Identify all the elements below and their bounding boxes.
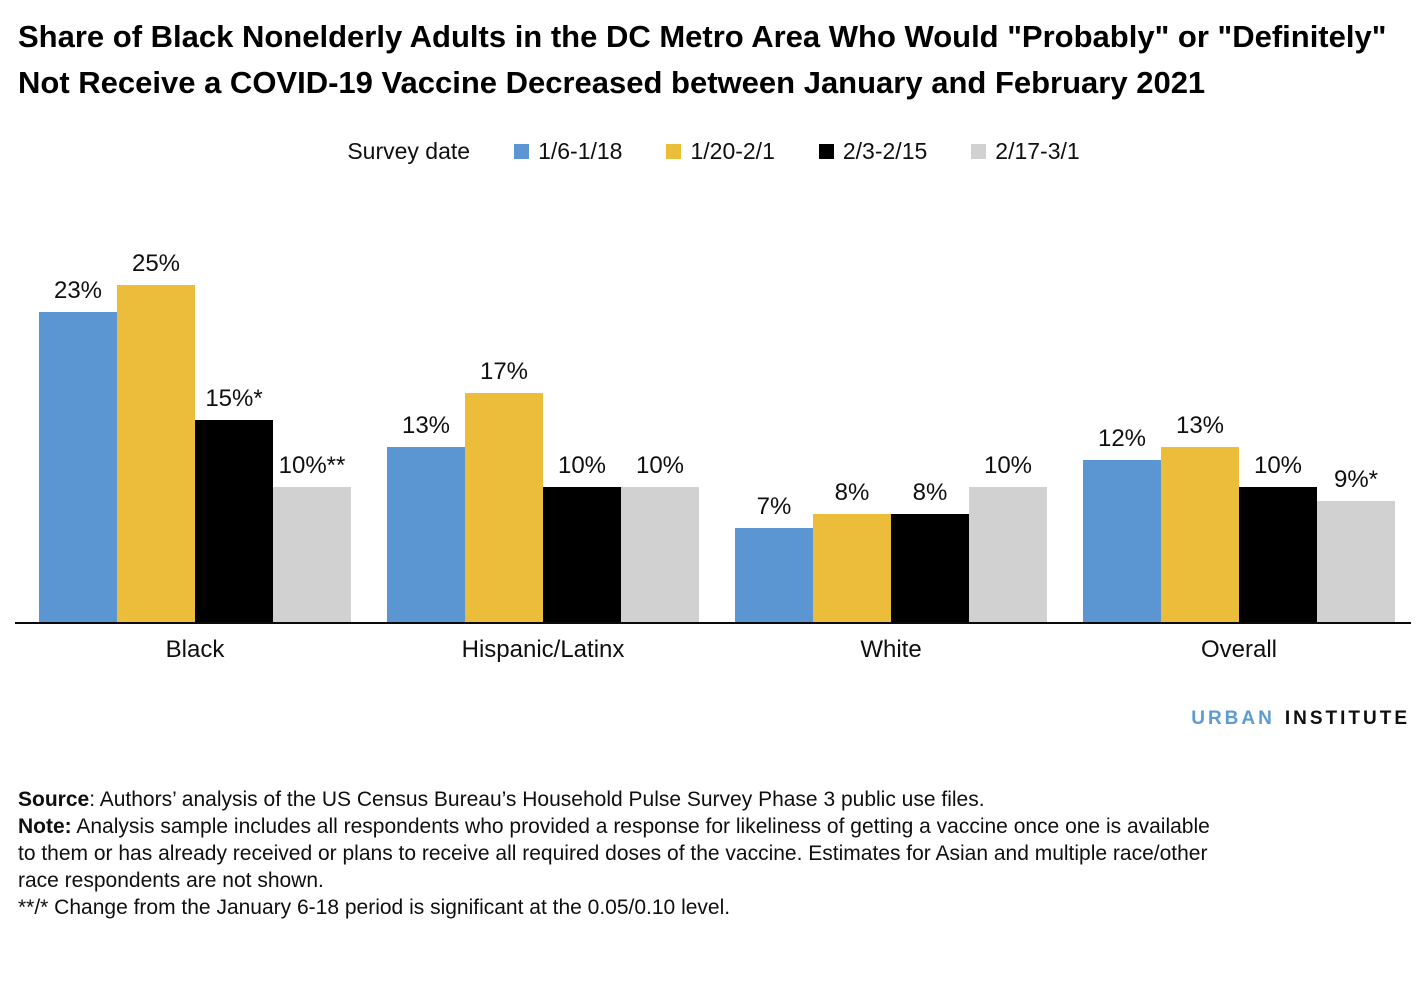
legend-item-label: 2/17-3/1	[995, 138, 1080, 164]
legend-item-label: 2/3-2/15	[842, 138, 928, 164]
source-label: Source	[18, 788, 90, 811]
bar-value-label: 10%	[983, 452, 1033, 479]
bar-slot-overall-1-6-1-18: 12%	[1083, 425, 1161, 622]
legend-item-2-17-3-1: 2/17-3/1	[971, 138, 1080, 165]
bar-white-1-20-2-1	[813, 514, 891, 622]
bar-value-label: 10%	[557, 452, 607, 479]
logo-institute-text: INSTITUTE	[1284, 708, 1410, 729]
bar-black-2-3-2-15	[195, 419, 273, 622]
analysis-note: Note: Analysis sample includes all respo…	[18, 813, 1213, 894]
bar-white-2-3-2-15	[891, 514, 969, 622]
legend: Survey date 1/6-1/18 1/20-2/1 2/3-2/15 2/17…	[0, 138, 1427, 165]
significance-note: **/* Change from the January 6-18 period…	[18, 896, 731, 919]
plot-area: 23% 25% 15%* 10%** 13% 17% 10% 10% 7% 8% 8% 10% 12% 1…	[15, 233, 1411, 622]
bar-slot-hispanic-latinx-2-3-2-15: 10%	[543, 452, 621, 622]
urban-institute-logo: URBAN INSTITUTE	[0, 708, 1427, 730]
bar-value-label: 10%	[635, 452, 685, 479]
bar-slot-black-2-3-2-15: 15%*	[195, 384, 273, 622]
bar-slot-white-2-17-3-1: 10%	[969, 452, 1047, 622]
bar-group-black: 23% 25% 15%* 10%**	[39, 249, 351, 622]
legend-swatch-icon	[971, 144, 987, 159]
legend-swatch-icon	[818, 144, 834, 159]
bar-slot-hispanic-latinx-1-20-2-1: 17%	[465, 357, 543, 622]
bar-white-1-6-1-18	[735, 527, 813, 622]
category-label-hispanic-latinx: Hispanic/Latinx	[461, 636, 625, 663]
footnotes: Source: Authors’ analysis of the US Cens…	[18, 786, 1213, 921]
bar-value-label: 25%	[131, 249, 181, 277]
legend-item-label: 1/6-1/18	[538, 138, 623, 164]
logo-urban-text: URBAN	[1191, 708, 1275, 729]
source-text: : Authors’ analysis of the US Census Bur…	[89, 788, 985, 811]
bar-hispanic-latinx-1-20-2-1	[465, 392, 543, 622]
bar-value-label: 7%	[756, 492, 792, 520]
bar-slot-white-1-6-1-18: 7%	[735, 492, 813, 622]
bar-value-label: 8%	[912, 479, 948, 506]
category-axis: Black Hispanic/Latinx White Overall	[15, 636, 1411, 664]
bar-overall-1-6-1-18	[1083, 460, 1161, 622]
bar-slot-black-2-17-3-1: 10%**	[273, 452, 351, 622]
category-label-overall: Overall	[1200, 636, 1278, 663]
bar-group-hispanic-latinx: 13% 17% 10% 10%	[387, 357, 699, 622]
bar-slot-hispanic-latinx-1-6-1-18: 13%	[387, 411, 465, 622]
note-text: Analysis sample includes all respondents…	[18, 815, 1210, 892]
bar-value-label: 17%	[479, 357, 529, 385]
legend-swatch-icon	[514, 144, 530, 159]
bar-value-label: 12%	[1097, 425, 1147, 452]
chart-title: Share of Black Nonelderly Adults in the …	[18, 19, 1387, 100]
note-label: Note:	[18, 815, 72, 838]
bar-chart: 23% 25% 15%* 10%** 13% 17% 10% 10% 7% 8% 8% 10% 12% 1…	[15, 233, 1411, 664]
legend-item-1-20-2-1: 1/20-2/1	[666, 138, 775, 165]
bar-value-label: 10%	[1253, 452, 1303, 479]
bar-slot-white-2-3-2-15: 8%	[891, 479, 969, 622]
bar-slot-hispanic-latinx-2-17-3-1: 10%	[621, 452, 699, 622]
legend-swatch-icon	[666, 144, 682, 159]
bar-slot-black-1-6-1-18: 23%	[39, 276, 117, 622]
bar-black-1-6-1-18	[39, 311, 117, 622]
source-note: Source: Authors’ analysis of the US Cens…	[18, 786, 1213, 813]
bar-overall-2-17-3-1	[1317, 500, 1395, 622]
bar-overall-2-3-2-15	[1239, 487, 1317, 622]
bar-white-2-17-3-1	[969, 487, 1047, 622]
bar-value-label: 8%	[834, 479, 870, 506]
bar-slot-white-1-20-2-1: 8%	[813, 479, 891, 622]
bar-value-label: 15%*	[205, 384, 263, 412]
bar-value-label: 13%	[401, 411, 451, 439]
bar-black-1-20-2-1	[117, 284, 195, 622]
legend-item-1-6-1-18: 1/6-1/18	[514, 138, 622, 165]
category-label-black: Black	[165, 636, 225, 663]
bar-group-white: 7% 8% 8% 10%	[735, 452, 1047, 622]
x-axis-line	[15, 622, 1411, 624]
bar-slot-overall-2-17-3-1: 9%*	[1317, 465, 1395, 622]
bar-value-label: 23%	[53, 276, 103, 304]
bar-value-label: 13%	[1175, 411, 1225, 439]
legend-title: Survey date	[347, 138, 471, 164]
bar-value-label: 10%**	[278, 452, 346, 479]
bar-hispanic-latinx-2-3-2-15	[543, 487, 621, 622]
bar-hispanic-latinx-2-17-3-1	[621, 487, 699, 622]
legend-item-label: 1/20-2/1	[690, 138, 775, 164]
bar-group-overall: 12% 13% 10% 9%*	[1083, 411, 1395, 622]
bar-slot-overall-1-20-2-1: 13%	[1161, 411, 1239, 622]
bar-slot-black-1-20-2-1: 25%	[117, 249, 195, 622]
bar-value-label: 9%*	[1333, 465, 1379, 493]
category-label-white: White	[860, 636, 922, 663]
legend-item-2-3-2-15: 2/3-2/15	[818, 138, 928, 165]
bar-slot-overall-2-3-2-15: 10%	[1239, 452, 1317, 622]
bar-black-2-17-3-1	[273, 487, 351, 622]
bar-overall-1-20-2-1	[1161, 446, 1239, 622]
bar-hispanic-latinx-1-6-1-18	[387, 446, 465, 622]
